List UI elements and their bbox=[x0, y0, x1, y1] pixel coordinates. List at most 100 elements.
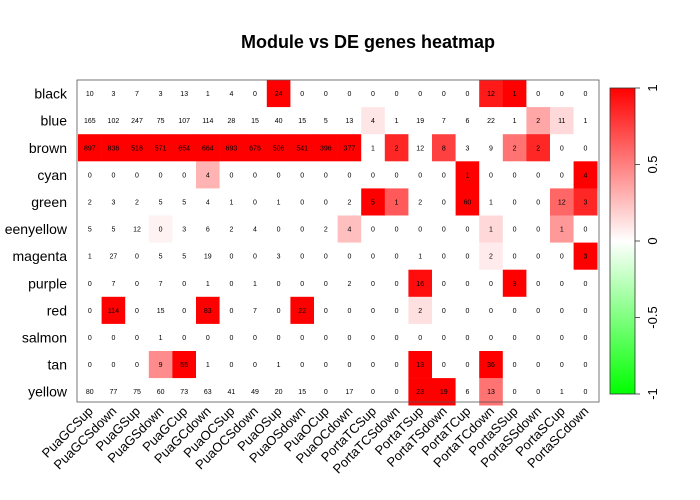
cell-value-label: 4 bbox=[206, 199, 210, 206]
plot-frame bbox=[76, 79, 600, 403]
heatmap-cell bbox=[219, 269, 244, 298]
row-label: yellow bbox=[28, 384, 68, 400]
heatmap-cell bbox=[550, 80, 574, 108]
cell-value-label: 12 bbox=[416, 145, 424, 152]
heatmap-cell bbox=[101, 134, 126, 162]
heatmap-cell bbox=[526, 161, 551, 189]
heatmap-cell bbox=[408, 188, 433, 216]
cell-value-label: 0 bbox=[371, 227, 375, 234]
heatmap-cell bbox=[408, 80, 433, 108]
cell-value-label: 15 bbox=[251, 118, 259, 125]
cell-value-label: 0 bbox=[513, 227, 517, 234]
cell-value-label: 396 bbox=[320, 145, 332, 152]
cell-value-label: 693 bbox=[226, 145, 238, 152]
heatmap-cell bbox=[172, 215, 197, 243]
heatmap-cell bbox=[243, 269, 268, 298]
cell-value-label: 0 bbox=[88, 308, 92, 315]
cell-value-label: 0 bbox=[583, 145, 587, 152]
heatmap-cell bbox=[243, 323, 268, 352]
row-label: tan bbox=[48, 357, 67, 373]
heatmap-cell bbox=[290, 107, 315, 135]
heatmap-cell bbox=[337, 107, 362, 135]
heatmap-cell bbox=[550, 134, 574, 162]
cell-value-label: 1 bbox=[560, 227, 564, 234]
heatmap-cell bbox=[361, 323, 386, 352]
heatmap-cell bbox=[408, 269, 433, 298]
row-label: brown bbox=[29, 140, 67, 156]
cell-value-label: 0 bbox=[347, 172, 351, 179]
heatmap-cell bbox=[196, 323, 220, 352]
heatmap-cell bbox=[78, 351, 102, 379]
cell-value-label: 0 bbox=[229, 254, 233, 261]
heatmap-cell bbox=[290, 80, 315, 108]
heatmap-cell bbox=[290, 188, 315, 216]
heatmap-cell bbox=[408, 107, 433, 135]
cell-value-label: 0 bbox=[395, 227, 399, 234]
heatmap-cell bbox=[125, 188, 150, 216]
cell-value-label: 60 bbox=[464, 199, 472, 206]
cell-value-label: 7 bbox=[253, 308, 257, 315]
heatmap-cell bbox=[550, 296, 574, 325]
heatmap-cell bbox=[196, 296, 220, 325]
heatmap-cell bbox=[172, 188, 197, 216]
cell-value-label: 1 bbox=[465, 172, 469, 179]
cell-value-label: 19 bbox=[440, 389, 448, 396]
cell-value-label: 0 bbox=[489, 308, 493, 315]
cell-value-label: 0 bbox=[395, 389, 399, 396]
cell-value-label: 0 bbox=[442, 91, 446, 98]
cell-value-label: 0 bbox=[182, 308, 186, 315]
heatmap-cell bbox=[314, 351, 338, 379]
heatmap-cell bbox=[455, 269, 480, 298]
heatmap-cell bbox=[172, 323, 197, 352]
cell-value-label: 5 bbox=[324, 118, 328, 125]
cell-value-label: 0 bbox=[418, 335, 422, 342]
heatmap-cell bbox=[125, 242, 150, 270]
heatmap-cell bbox=[196, 242, 220, 270]
cell-value-label: 571 bbox=[155, 145, 167, 152]
cell-value-label: 41 bbox=[228, 389, 236, 396]
cell-value-label: 0 bbox=[418, 227, 422, 234]
heatmap-cell bbox=[243, 80, 268, 108]
cell-value-label: 0 bbox=[324, 281, 328, 288]
cell-value-label: 0 bbox=[253, 172, 257, 179]
heatmap-cell bbox=[502, 107, 527, 135]
heatmap-cell bbox=[550, 161, 574, 189]
cell-value-label: 0 bbox=[583, 362, 587, 369]
heatmap-cell bbox=[526, 378, 551, 406]
cell-value-label: 0 bbox=[560, 145, 564, 152]
heatmap-cell bbox=[290, 378, 315, 406]
heatmap-cell bbox=[455, 107, 480, 135]
heatmap-cell bbox=[573, 161, 598, 189]
heatmap-cell bbox=[78, 378, 102, 406]
cell-value-label: 0 bbox=[442, 281, 446, 288]
cell-value-label: 6 bbox=[465, 389, 469, 396]
heatmap-cell bbox=[172, 161, 197, 189]
cell-value-label: 0 bbox=[513, 362, 517, 369]
cell-value-label: 0 bbox=[371, 254, 375, 261]
heatmap-cell bbox=[172, 378, 197, 406]
cell-value-label: 80 bbox=[86, 389, 94, 396]
heatmap-cell bbox=[196, 134, 220, 162]
heatmap-cell bbox=[337, 215, 362, 243]
cell-value-label: 0 bbox=[347, 335, 351, 342]
heatmap-cell bbox=[148, 296, 173, 325]
cell-value-label: 0 bbox=[229, 308, 233, 315]
cell-value-label: 75 bbox=[133, 389, 141, 396]
cell-value-label: 0 bbox=[583, 335, 587, 342]
heatmap-cell bbox=[196, 351, 220, 379]
row-label: blue bbox=[41, 113, 68, 129]
cell-value-label: 0 bbox=[300, 281, 304, 288]
heatmap-cell bbox=[573, 215, 598, 243]
cell-value-label: 77 bbox=[110, 389, 118, 396]
heatmap-cell bbox=[550, 215, 574, 243]
cell-value-label: 3 bbox=[111, 91, 115, 98]
cell-value-label: 0 bbox=[300, 362, 304, 369]
cell-value-label: 0 bbox=[324, 362, 328, 369]
heatmap-cell bbox=[432, 269, 456, 298]
heatmap-cell bbox=[266, 80, 291, 108]
cell-value-label: 13 bbox=[487, 389, 495, 396]
cell-value-label: 1 bbox=[206, 281, 210, 288]
cell-value-label: 0 bbox=[277, 308, 281, 315]
heatmap-cell bbox=[101, 323, 126, 352]
heatmap-cell bbox=[361, 161, 386, 189]
